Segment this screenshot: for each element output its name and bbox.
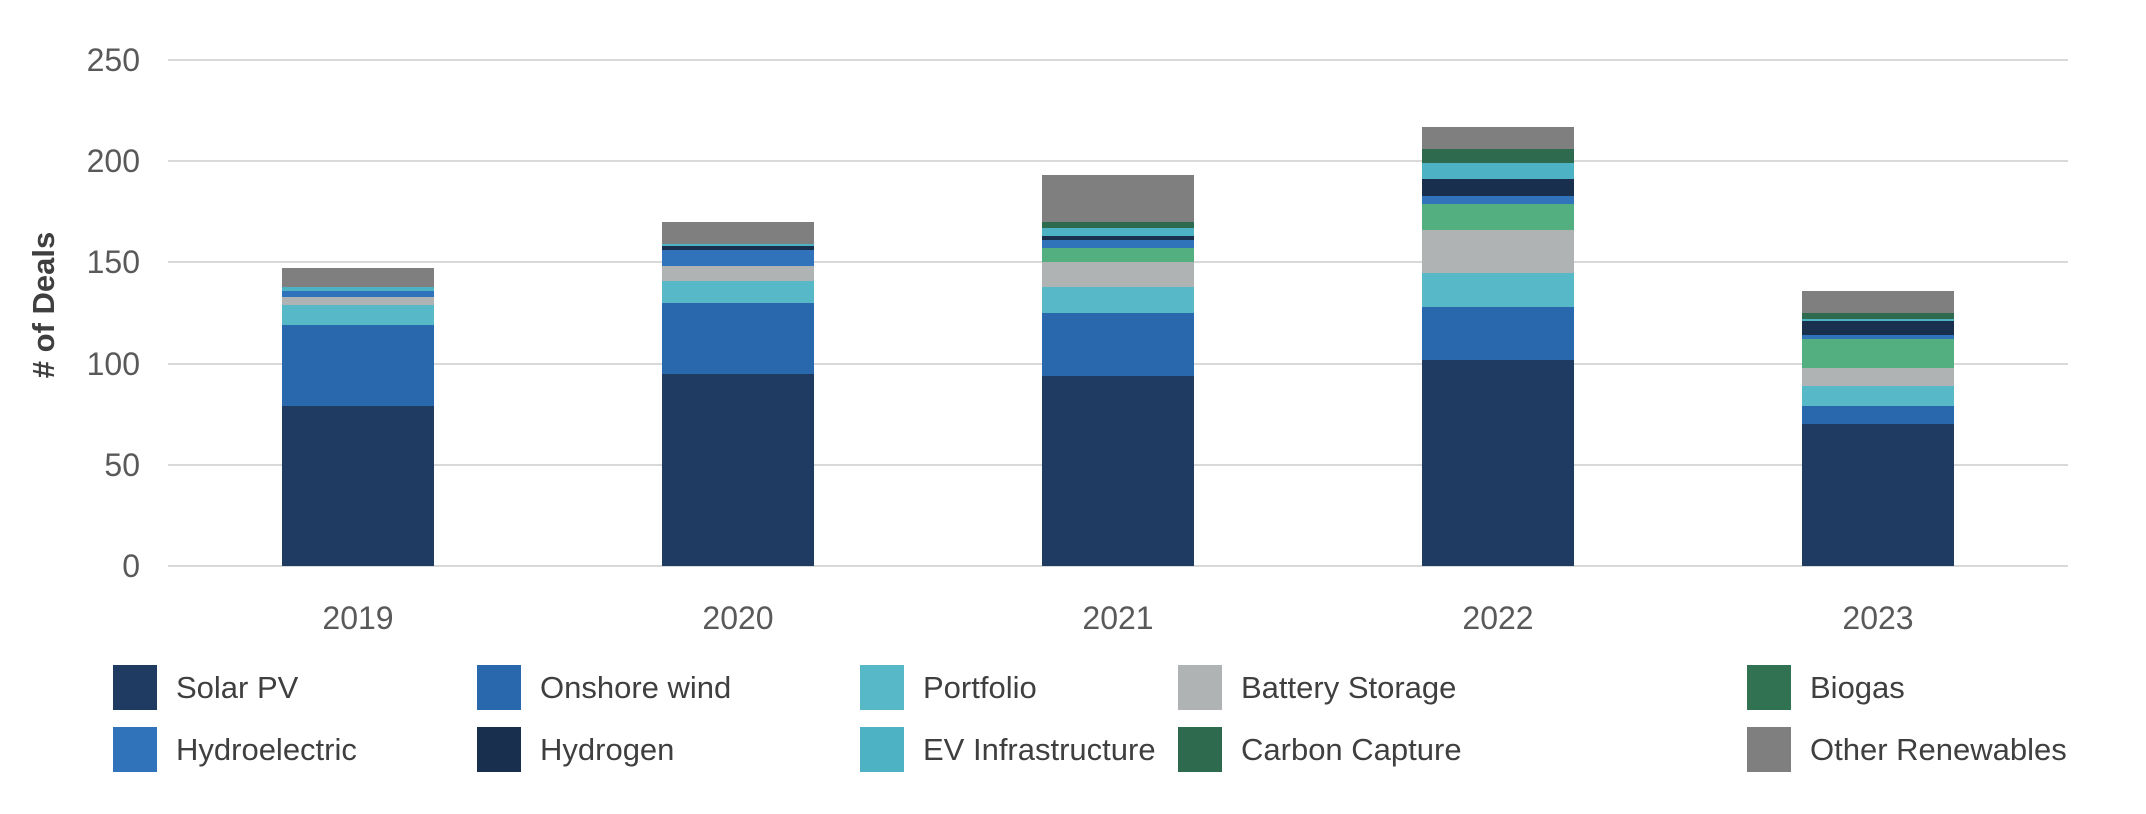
bar-segment-onshore-wind-2019 [282, 325, 434, 407]
bar-segment-hydroelectric-2023 [1802, 335, 1954, 340]
bar-segment-ev-infrastructure-2023 [1802, 319, 1954, 322]
bar-segment-portfolio-2023 [1802, 385, 1954, 407]
bar-segment-solar-pv-2020 [662, 373, 814, 566]
legend-item-onshore-wind: Onshore wind [477, 665, 731, 710]
legend-swatch-other-renewables [1747, 727, 1791, 772]
bar-segment-hydrogen-2023 [1802, 321, 1954, 336]
y-tick-label-150: 150 [86, 244, 140, 281]
legend-label-other-renewables: Other Renewables [1810, 732, 2067, 767]
bar-segment-hydroelectric-2022 [1422, 195, 1574, 204]
bar-segment-solar-pv-2021 [1042, 375, 1194, 566]
legend-item-battery-storage: Battery Storage [1178, 665, 1456, 710]
bar-segment-portfolio-2019 [282, 304, 434, 326]
legend-label-hydroelectric: Hydroelectric [176, 732, 357, 767]
bar-segment-onshore-wind-2020 [662, 302, 814, 374]
legend-label-onshore-wind: Onshore wind [540, 670, 732, 705]
y-tick-label-200: 200 [86, 143, 140, 180]
bar-segment-hydroelectric-2021 [1042, 240, 1194, 249]
x-tick-label-2022: 2022 [1462, 600, 1534, 636]
bar-segment-other-renewables-2022 [1422, 126, 1574, 150]
legend-item-carbon-capture: Carbon Capture [1178, 727, 1462, 772]
legend-swatch-solar-pv [113, 665, 157, 710]
bar-segment-other-renewables-2021 [1042, 175, 1194, 222]
legend-item-solar-pv: Solar PV [113, 665, 298, 710]
bar-segment-ev-infrastructure-2021 [1042, 227, 1194, 237]
legend-item-biogas: Biogas [1747, 665, 1905, 710]
legend-swatch-portfolio [860, 665, 904, 710]
y-tick-label-50: 50 [104, 446, 140, 483]
bar-segment-onshore-wind-2021 [1042, 313, 1194, 376]
legend-swatch-carbon-capture [1178, 727, 1222, 772]
bar-segment-ev-infrastructure-2019 [282, 286, 434, 291]
legend-label-carbon-capture: Carbon Capture [1241, 732, 1462, 767]
bar-segment-battery-storage-2019 [282, 296, 434, 305]
bar-segment-battery-storage-2020 [662, 266, 814, 281]
bar-segment-onshore-wind-2022 [1422, 306, 1574, 360]
bar-segment-hydrogen-2022 [1422, 179, 1574, 196]
bar-segment-other-renewables-2019 [282, 268, 434, 287]
legend-label-portfolio: Portfolio [923, 670, 1037, 705]
bar-segment-solar-pv-2022 [1422, 359, 1574, 566]
legend-swatch-biogas [1747, 665, 1791, 710]
bar-segment-biogas-2023 [1802, 339, 1954, 368]
legend-item-ev-infrastructure: EV Infrastructure [860, 727, 1156, 772]
gridline-250 [168, 59, 2068, 61]
bar-segment-battery-storage-2023 [1802, 367, 1954, 386]
bar-segment-hydroelectric-2020 [662, 250, 814, 267]
legend-swatch-battery-storage [1178, 665, 1222, 710]
legend-item-hydrogen: Hydrogen [477, 727, 674, 772]
legend-item-hydroelectric: Hydroelectric [113, 727, 357, 772]
bar-segment-solar-pv-2023 [1802, 424, 1954, 566]
legend-label-solar-pv: Solar PV [176, 670, 299, 705]
legend-swatch-onshore-wind [477, 665, 521, 710]
bar-segment-ev-infrastructure-2022 [1422, 163, 1574, 180]
bar-segment-carbon-capture-2022 [1422, 149, 1574, 164]
bar-segment-carbon-capture-2023 [1802, 313, 1954, 320]
legend-swatch-hydroelectric [113, 727, 157, 772]
legend-swatch-ev-infrastructure [860, 727, 904, 772]
legend-label-battery-storage: Battery Storage [1241, 670, 1457, 705]
x-tick-label-2020: 2020 [702, 600, 774, 636]
gridline-200 [168, 160, 2068, 163]
legend-item-other-renewables: Other Renewables [1747, 727, 2067, 772]
bar-segment-hydrogen-2020 [662, 246, 814, 251]
y-tick-label-100: 100 [86, 345, 140, 382]
bar-segment-other-renewables-2023 [1802, 290, 1954, 313]
y-tick-label-0: 0 [122, 548, 140, 584]
bar-segment-solar-pv-2019 [282, 406, 434, 566]
x-tick-label-2021: 2021 [1082, 600, 1154, 636]
bar-segment-portfolio-2021 [1042, 286, 1194, 313]
bar-segment-ev-infrastructure-2020 [662, 244, 814, 247]
gridline-0 [168, 565, 2068, 567]
bar-segment-onshore-wind-2023 [1802, 406, 1954, 425]
bar-segment-biogas-2022 [1422, 203, 1574, 230]
legend-item-portfolio: Portfolio [860, 665, 1037, 710]
bar-segment-battery-storage-2022 [1422, 230, 1574, 273]
legend-label-biogas: Biogas [1810, 670, 1905, 705]
bar-segment-portfolio-2020 [662, 280, 814, 303]
y-tick-label-250: 250 [86, 42, 140, 78]
bar-segment-carbon-capture-2021 [1042, 221, 1194, 228]
x-tick-label-2023: 2023 [1842, 600, 1914, 636]
legend-label-ev-infrastructure: EV Infrastructure [923, 732, 1156, 767]
bar-segment-hydrogen-2021 [1042, 236, 1194, 241]
bar-segment-battery-storage-2021 [1042, 262, 1194, 287]
bar-segment-portfolio-2022 [1422, 272, 1574, 307]
x-tick-label-2019: 2019 [322, 600, 394, 636]
bar-segment-other-renewables-2020 [662, 221, 814, 245]
bar-segment-hydroelectric-2019 [282, 290, 434, 297]
legend-label-hydrogen: Hydrogen [540, 732, 675, 767]
bar-segment-biogas-2021 [1042, 248, 1194, 263]
legend-swatch-hydrogen [477, 727, 521, 772]
